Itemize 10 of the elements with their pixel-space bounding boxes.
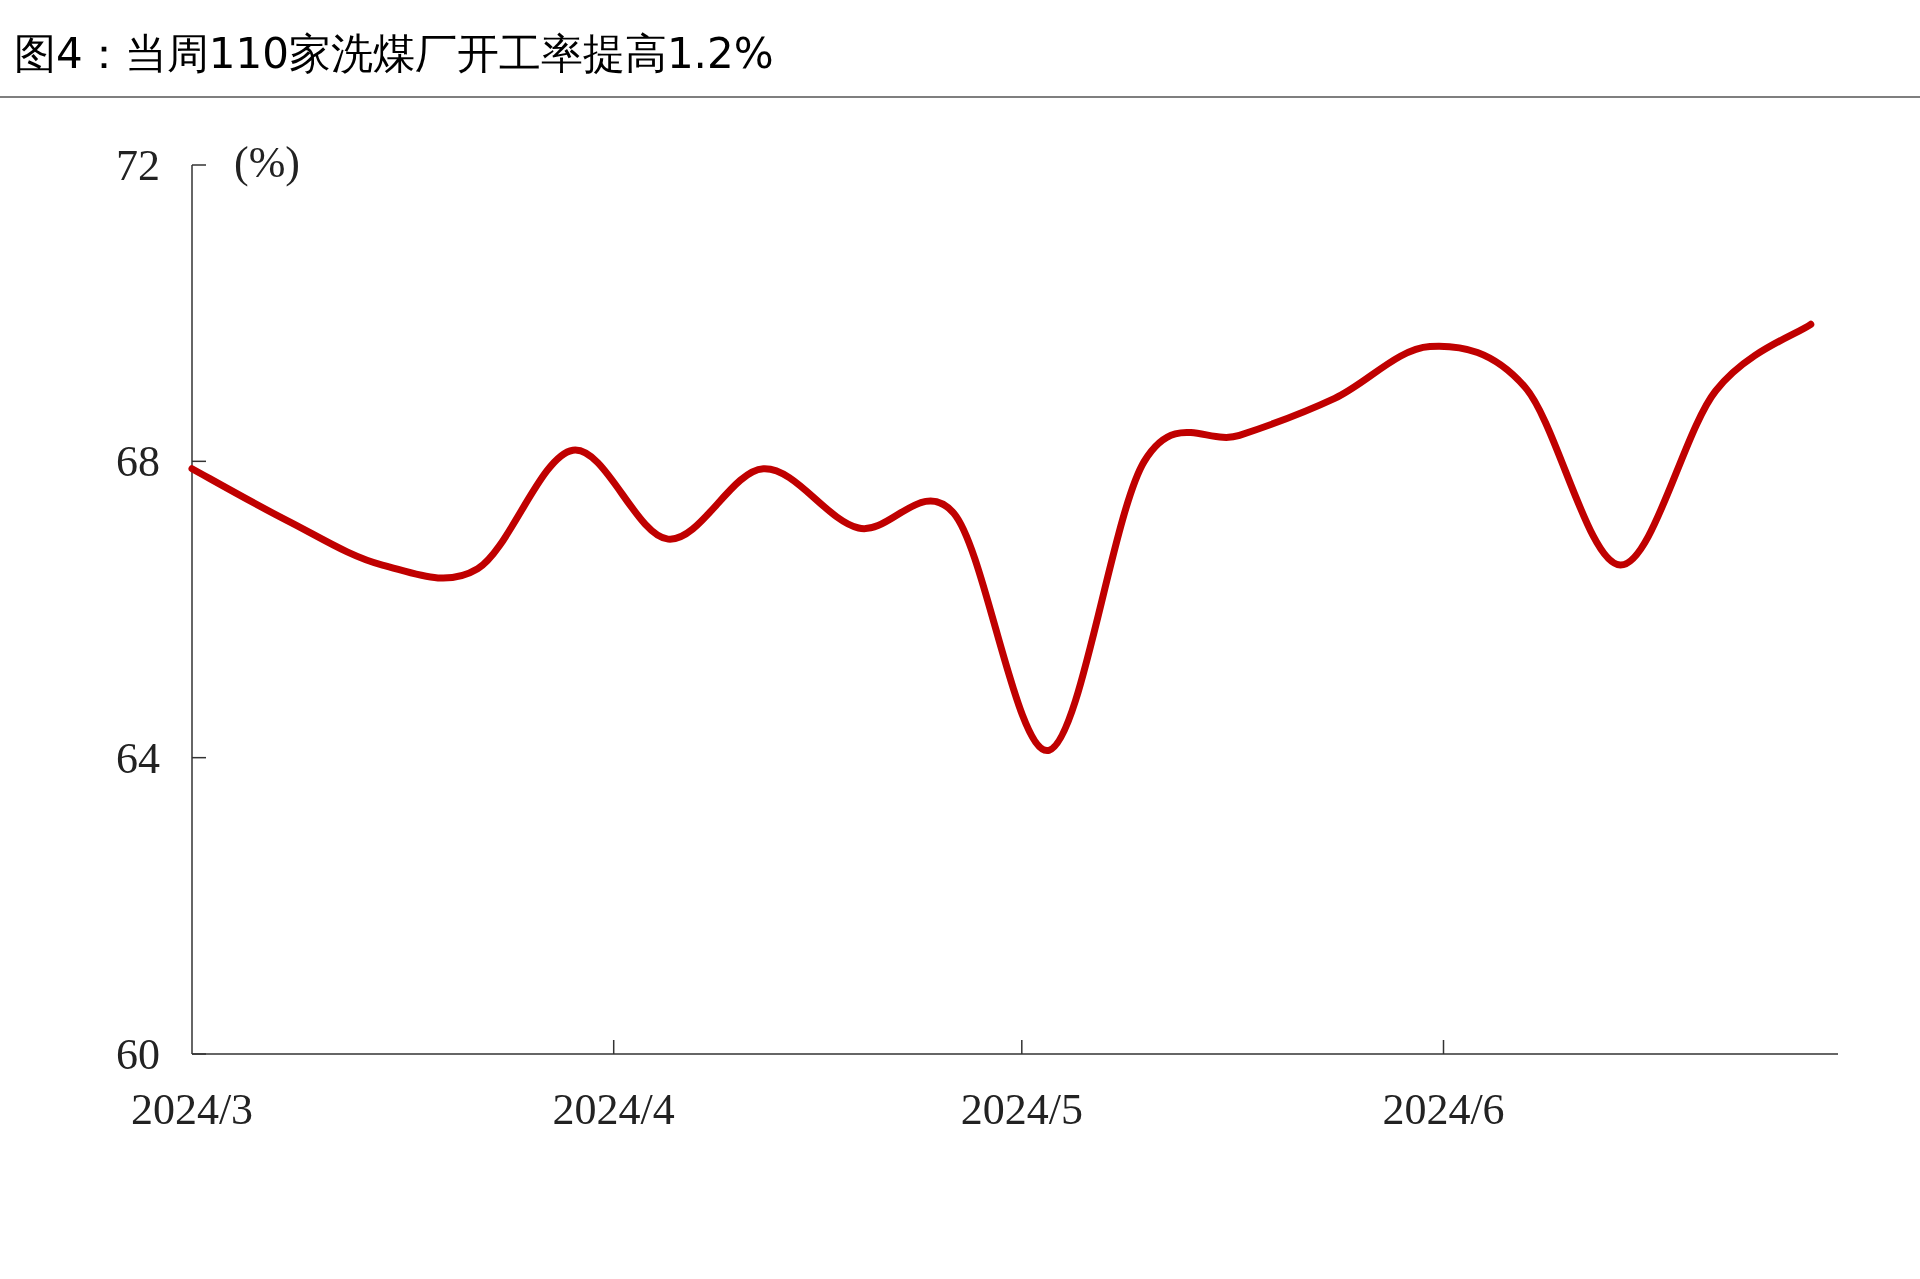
- x-tick-label: 2024/3: [130, 1085, 254, 1134]
- y-axis-title: (%): [234, 138, 300, 187]
- x-tick-label: 2024/5: [960, 1085, 1083, 1134]
- x-tick-label: 2024/6: [1382, 1085, 1505, 1134]
- chart-title: 图4：当周110家洗煤厂开工率提高1.2%: [14, 29, 774, 78]
- y-tick-label: 72: [116, 141, 160, 190]
- y-tick-label: 60: [116, 1030, 160, 1079]
- y-tick-label: 68: [116, 437, 160, 487]
- y-tick-label: 64: [116, 733, 160, 783]
- x-tick-label: 2024/4: [552, 1085, 675, 1134]
